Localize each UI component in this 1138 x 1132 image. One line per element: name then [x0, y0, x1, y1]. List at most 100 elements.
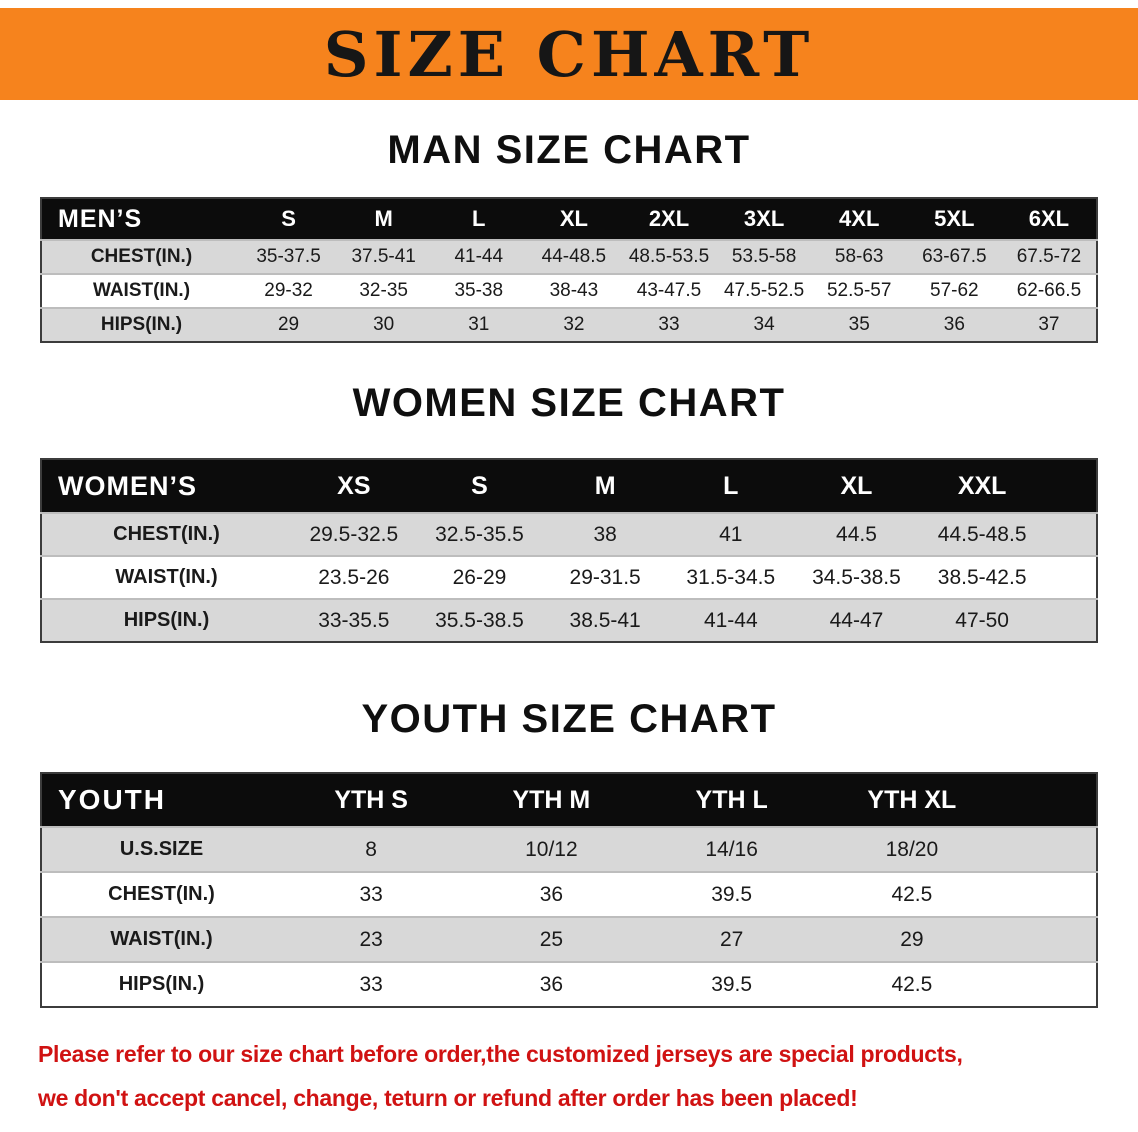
- size-column-header: 2XL: [648, 206, 690, 231]
- size-value-cell: 52.5-57: [811, 273, 907, 308]
- table-header-row: YOUTH YTH S YTH M YTH L YTH XL: [41, 773, 1097, 827]
- table-title: MEN’S: [58, 204, 143, 233]
- row-filler: [1002, 961, 1097, 1007]
- row-label: CHEST(IN.): [41, 239, 241, 274]
- size-value-cell: 47-50: [919, 598, 1045, 642]
- size-value-cell: 35: [811, 307, 907, 342]
- size-column-header: YTH XL: [867, 785, 957, 814]
- size-column-header: S: [471, 471, 488, 500]
- size-value-cell: 48.5-53.5: [621, 239, 717, 274]
- size-value-cell: 38-43: [526, 273, 622, 308]
- size-value-cell: 39.5: [641, 961, 822, 1007]
- size-value-cell: 44-48.5: [526, 239, 622, 274]
- size-value-cell: 27: [641, 916, 822, 962]
- row-filler: [1045, 598, 1097, 642]
- table-row: WAIST(IN.) 23.5-26 26-29 29-31.5 31.5-34.5 34…: [41, 555, 1097, 599]
- note-line-1: Please refer to our size chart before or…: [38, 1041, 963, 1067]
- size-value-cell: 31: [431, 307, 527, 342]
- size-value-cell: 41-44: [431, 239, 527, 274]
- size-value-cell: 26-29: [416, 555, 543, 599]
- row-label: WAIST(IN.): [41, 555, 291, 599]
- row-label: CHEST(IN.): [41, 871, 281, 917]
- size-value-cell: 47.5-52.5: [716, 273, 812, 308]
- size-value-cell: 42.5: [821, 871, 1002, 917]
- size-value-cell: 43-47.5: [621, 273, 717, 308]
- size-column-header: 5XL: [934, 206, 975, 231]
- size-value-cell: 34.5-38.5: [793, 555, 920, 599]
- youth-size-section: YOUTH SIZE CHART YOUTH YTH S YTH M YTH L YTH…: [0, 697, 1138, 1008]
- size-value-cell: 63-67.5: [906, 239, 1002, 274]
- size-column-header: YTH S: [334, 785, 408, 814]
- size-chart-banner: SIZE CHART: [0, 8, 1138, 100]
- size-value-cell: 33: [621, 307, 717, 342]
- row-filler: [1045, 555, 1097, 599]
- size-value-cell: 38.5-41: [542, 598, 668, 642]
- size-column-header: XL: [559, 206, 588, 231]
- size-column-header: L: [472, 206, 486, 231]
- size-value-cell: 41-44: [667, 598, 794, 642]
- size-value-cell: 53.5-58: [716, 239, 812, 274]
- row-label: CHEST(IN.): [41, 512, 291, 556]
- row-label: HIPS(IN.): [41, 598, 291, 642]
- table-row: U.S.SIZE 8 10/12 14/16 18/20: [41, 826, 1097, 872]
- youth-section-heading: YOUTH SIZE CHART: [361, 697, 777, 741]
- row-label: WAIST(IN.): [41, 916, 281, 962]
- size-column-header: YTH L: [695, 785, 768, 814]
- youth-size-table: YOUTH YTH S YTH M YTH L YTH XL U.S.SIZE 8 10/1…: [40, 772, 1098, 1008]
- size-column-header: XXL: [957, 471, 1007, 500]
- size-column-header: XS: [337, 471, 371, 500]
- table-header-row: MEN’S S M L XL 2XL 3XL 4XL 5XL 6XL: [41, 198, 1097, 240]
- table-row: CHEST(IN.) 29.5-32.5 32.5-35.5 38 41 44.5 44.5…: [41, 512, 1097, 556]
- size-value-cell: 25: [461, 916, 642, 962]
- size-value-cell: 32.5-35.5: [416, 512, 543, 556]
- size-value-cell: 34: [716, 307, 812, 342]
- size-column-header: M: [374, 206, 393, 231]
- table-header-row: WOMEN’S XS S M L XL XXL: [41, 459, 1097, 513]
- header-filler: [1045, 459, 1097, 513]
- size-value-cell: 23: [281, 916, 462, 962]
- row-label: HIPS(IN.): [41, 307, 241, 342]
- size-column-header: 3XL: [743, 206, 785, 231]
- size-column-header: 6XL: [1028, 206, 1070, 231]
- row-label: HIPS(IN.): [41, 961, 281, 1007]
- size-value-cell: 44.5: [793, 512, 920, 556]
- row-label: U.S.SIZE: [41, 826, 281, 872]
- size-value-cell: 36: [461, 871, 642, 917]
- page-title: SIZE CHART: [323, 17, 815, 91]
- size-value-cell: 42.5: [821, 961, 1002, 1007]
- table-row: WAIST(IN.) 29-32 32-35 35-38 38-43 43-47.5 47.…: [41, 273, 1097, 308]
- size-value-cell: 35-37.5: [241, 239, 337, 274]
- row-filler: [1002, 871, 1097, 917]
- size-column-header: XL: [840, 471, 873, 500]
- size-value-cell: 35.5-38.5: [416, 598, 543, 642]
- size-value-cell: 58-63: [811, 239, 907, 274]
- table-row: WAIST(IN.) 23 25 27 29: [41, 916, 1097, 962]
- table-row: CHEST(IN.) 35-37.5 37.5-41 41-44 44-48.5 48.5…: [41, 239, 1097, 274]
- row-filler: [1045, 512, 1097, 556]
- table-row: HIPS(IN.) 29 30 31 32 33 34 35 36 37: [41, 307, 1097, 342]
- order-policy-note: Please refer to our size chart before or…: [38, 1032, 1138, 1120]
- size-value-cell: 36: [461, 961, 642, 1007]
- table-row: CHEST(IN.) 33 36 39.5 42.5: [41, 871, 1097, 917]
- size-value-cell: 29: [821, 916, 1002, 962]
- size-value-cell: 31.5-34.5: [667, 555, 794, 599]
- row-filler: [1002, 826, 1097, 872]
- size-value-cell: 29: [241, 307, 337, 342]
- size-value-cell: 62-66.5: [1001, 273, 1097, 308]
- size-value-cell: 29-32: [241, 273, 337, 308]
- size-value-cell: 32: [526, 307, 622, 342]
- size-value-cell: 29.5-32.5: [291, 512, 417, 556]
- header-filler: [1002, 773, 1097, 827]
- women-size-table: WOMEN’S XS S M L XL XXL CHEST(IN.) 29.5-32.5 32.…: [40, 458, 1098, 643]
- size-value-cell: 67.5-72: [1001, 239, 1097, 274]
- row-filler: [1002, 916, 1097, 962]
- size-column-header: L: [723, 471, 739, 500]
- size-value-cell: 38.5-42.5: [919, 555, 1045, 599]
- size-value-cell: 44-47: [793, 598, 920, 642]
- size-column-header: 4XL: [839, 206, 880, 231]
- size-value-cell: 32-35: [336, 273, 432, 308]
- table-row: HIPS(IN.) 33-35.5 35.5-38.5 38.5-41 41-44 44-…: [41, 598, 1097, 642]
- size-value-cell: 39.5: [641, 871, 822, 917]
- size-value-cell: 37: [1001, 307, 1097, 342]
